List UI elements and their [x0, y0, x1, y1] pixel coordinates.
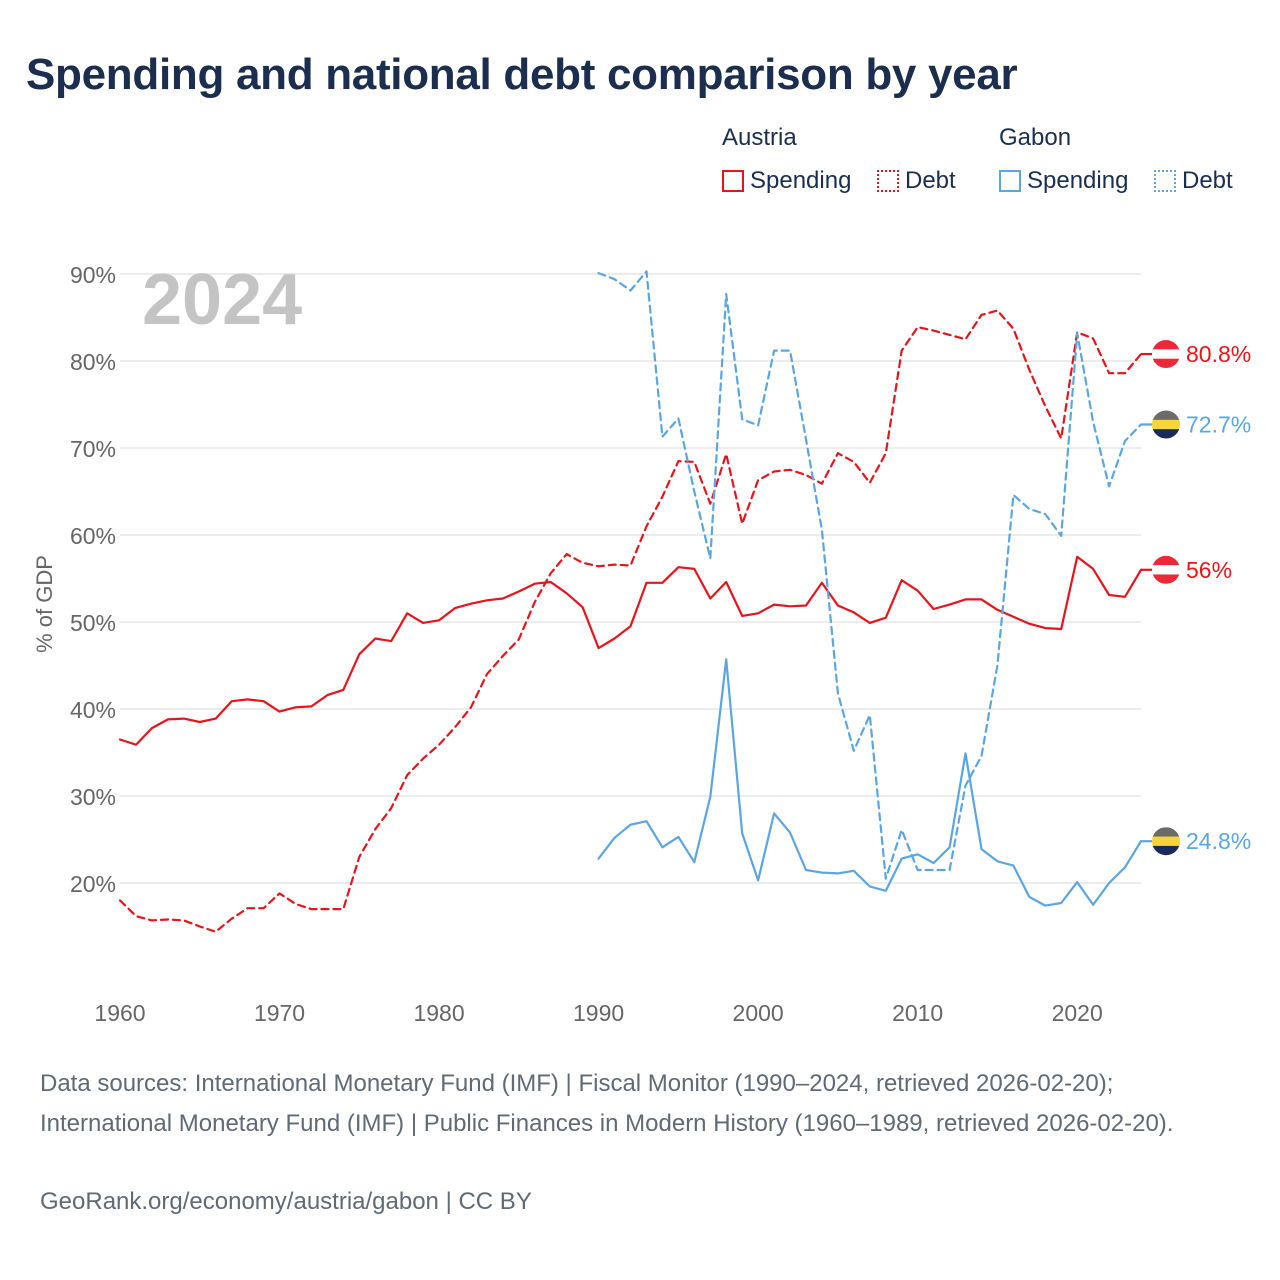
series-line-gabon-debt: [597, 270, 1143, 880]
data-sources: Data sources: International Monetary Fun…: [40, 1070, 1174, 1137]
x-tick-label: 1980: [413, 1000, 464, 1026]
end-value-label: 72.7%: [1186, 412, 1251, 438]
y-axis-label: % of GDP: [32, 555, 57, 653]
legend-gabon-debt[interactable]: Debt: [1154, 166, 1233, 196]
x-tick-label: 1970: [254, 1000, 305, 1026]
y-tick-label: 70%: [70, 436, 116, 462]
y-tick-label: 30%: [70, 784, 116, 810]
grid: [120, 273, 1141, 884]
credit-link[interactable]: GeoRank.org/economy/austria/gabon | CC B…: [40, 1188, 532, 1215]
gabon-flag-icon: [1152, 410, 1180, 439]
x-tick-label: 2020: [1052, 1000, 1103, 1026]
legend-austria-debt[interactable]: Debt: [877, 166, 956, 196]
x-tick-label: 1960: [94, 1000, 145, 1026]
chart-title: Spending and national debt comparison by…: [26, 50, 1018, 99]
x-tick-label: 2010: [892, 1000, 943, 1026]
legend-swatch-dotted: [877, 170, 899, 192]
y-tick-label: 60%: [70, 523, 116, 549]
legend-group-austria: Austria: [722, 124, 797, 151]
austria-flag-icon: [1152, 340, 1180, 369]
x-tick-label: 2000: [733, 1000, 784, 1026]
axes: 20% 30% 40% 50% 60% 70% 80% 90% 1960 1970 1980 1990…: [70, 262, 1103, 1026]
legend-label: Spending: [1027, 167, 1129, 194]
series-line-austria-debt: [118, 309, 1143, 933]
series: [118, 270, 1143, 933]
y-tick-label: 40%: [70, 697, 116, 723]
legend-swatch-solid: [999, 170, 1021, 192]
y-tick-label: 80%: [70, 349, 116, 375]
y-tick-label: 50%: [70, 610, 116, 636]
legend-group-gabon: Gabon: [999, 124, 1072, 151]
line-chart: 2024 % of GDP 20% 30% 40% 50% 60% 70% 80% 90% 19…: [32, 260, 1251, 1026]
legend-label: Debt: [1182, 167, 1233, 194]
gabon-flag-icon: [1152, 827, 1180, 856]
legend-swatch-dotted: [1154, 170, 1176, 192]
austria-flag-icon: [1152, 555, 1180, 584]
legend-swatch-solid: [722, 170, 744, 192]
legend-gabon-spending[interactable]: Spending: [999, 166, 1128, 196]
end-value-label: 24.8%: [1186, 828, 1251, 854]
y-tick-label: 90%: [70, 262, 116, 288]
end-value-label: 56%: [1186, 557, 1232, 583]
legend-label: Debt: [905, 167, 956, 194]
legend-label: Spending: [750, 167, 852, 194]
end-markers: 56% 80.8% 24.8% 72.7%: [1141, 340, 1251, 856]
x-tick-label: 1990: [573, 1000, 624, 1026]
end-value-label: 80.8%: [1186, 341, 1251, 367]
series-line-gabon-spending: [597, 658, 1143, 907]
y-tick-label: 20%: [70, 871, 116, 897]
series-line-austria-spending: [118, 555, 1143, 746]
year-label: 2024: [142, 260, 302, 340]
legend-austria-spending[interactable]: Spending: [722, 166, 851, 196]
